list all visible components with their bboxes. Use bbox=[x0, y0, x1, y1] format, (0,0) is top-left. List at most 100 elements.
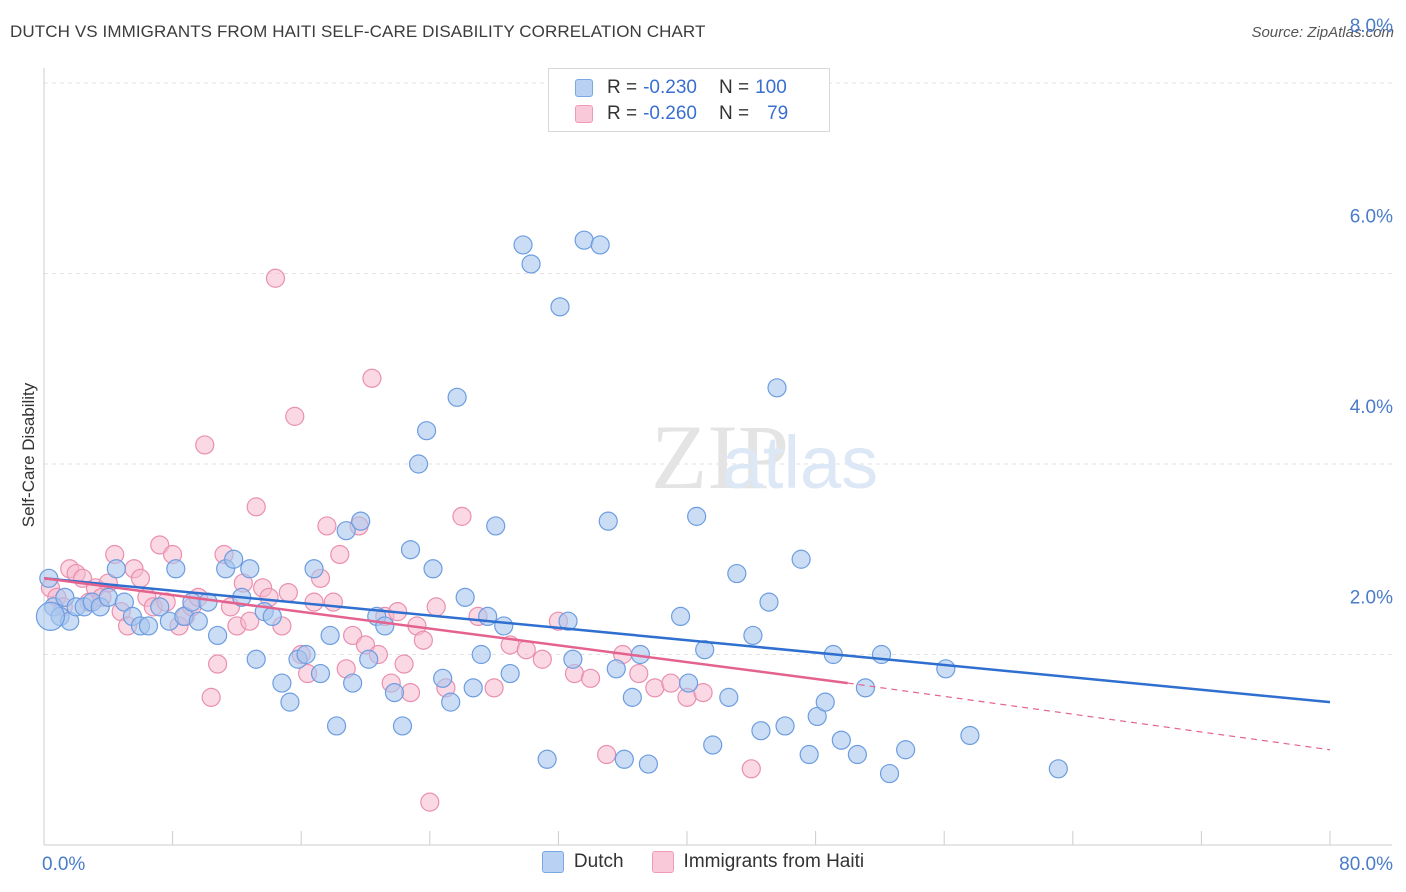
haiti-trend-line bbox=[43, 577, 848, 685]
legend-swatch-haiti bbox=[575, 105, 593, 123]
haiti-trend-extension bbox=[847, 682, 1331, 751]
dutch-point bbox=[500, 663, 520, 684]
dutch-point bbox=[166, 559, 186, 579]
dutch-point bbox=[304, 559, 324, 579]
haiti-point bbox=[400, 682, 421, 703]
chart-title: DUTCH VS IMMIGRANTS FROM HAITI SELF-CARE… bbox=[10, 22, 706, 41]
dutch-point bbox=[590, 235, 610, 255]
haiti-point bbox=[265, 268, 286, 288]
dutch-point bbox=[767, 378, 787, 398]
source-label: Source: ZipAtlas.com bbox=[1251, 24, 1394, 41]
dutch-point bbox=[455, 587, 475, 607]
haiti-point bbox=[452, 506, 472, 526]
haiti-point bbox=[362, 368, 382, 388]
haiti-point bbox=[278, 582, 298, 603]
dutch-point bbox=[416, 421, 437, 441]
dutch-point bbox=[936, 659, 956, 679]
haiti-point bbox=[240, 611, 260, 631]
haiti-point bbox=[741, 759, 761, 779]
haiti-point bbox=[323, 592, 343, 612]
legend-r-label: R = bbox=[607, 77, 638, 98]
haiti-point bbox=[304, 592, 324, 612]
dutch-point bbox=[188, 611, 208, 631]
bottom-legend: Dutch Immigrants from Haiti bbox=[0, 851, 1406, 873]
dutch-point bbox=[447, 387, 467, 407]
bottom-legend-label-dutch: Dutch bbox=[573, 851, 624, 872]
y-tick-label: 6.0% bbox=[1350, 207, 1393, 228]
haiti-point bbox=[629, 663, 649, 684]
bottom-legend-label-haiti: Immigrants from Haiti bbox=[683, 851, 865, 872]
legend-r-label: R = bbox=[607, 103, 638, 124]
haiti-point bbox=[343, 625, 363, 646]
dutch-point bbox=[879, 763, 900, 784]
legend-r-value: -0.260 bbox=[643, 103, 697, 124]
dutch-point bbox=[392, 716, 413, 736]
dutch-trend-line bbox=[43, 577, 1331, 704]
dutch-point bbox=[703, 735, 723, 755]
haiti-point bbox=[150, 535, 170, 555]
dutch-point bbox=[494, 616, 514, 636]
dutch-point bbox=[670, 606, 691, 627]
haiti-point bbox=[661, 673, 681, 693]
y-tick-label: 2.0% bbox=[1350, 588, 1393, 609]
dutch-point bbox=[855, 678, 876, 698]
dutch-point bbox=[423, 559, 443, 579]
dutch-point bbox=[326, 716, 347, 736]
tick-labels: 2.0% 4.0% 6.0% 8.0% 0.0% 80.0% bbox=[42, 16, 1393, 875]
haiti-point bbox=[317, 516, 337, 536]
x-tick-label: 0.0% bbox=[42, 854, 85, 875]
legend-n-value: 100 bbox=[755, 77, 787, 98]
dutch-point bbox=[807, 706, 827, 727]
haiti-point bbox=[394, 654, 414, 674]
dutch-point bbox=[463, 678, 483, 698]
dutch-point bbox=[240, 559, 260, 579]
haiti-point bbox=[420, 792, 440, 812]
haiti-point bbox=[246, 497, 266, 517]
haiti-point bbox=[195, 435, 215, 455]
dutch-point bbox=[272, 673, 292, 693]
dutch-point bbox=[550, 297, 570, 317]
bottom-legend-swatch-dutch bbox=[541, 851, 564, 873]
dutch-point bbox=[138, 616, 159, 636]
legend-row-haiti: R = -0.260 N = 79 bbox=[575, 102, 788, 126]
dutch-point bbox=[106, 559, 126, 579]
legend-swatch-dutch bbox=[575, 79, 593, 97]
dutch-point bbox=[791, 549, 811, 569]
dutch-point bbox=[638, 754, 659, 774]
dutch-point bbox=[336, 521, 356, 541]
dutch-point bbox=[598, 511, 618, 531]
y-tick-label: 4.0% bbox=[1350, 397, 1393, 418]
dutch-point bbox=[359, 649, 379, 669]
dutch-point bbox=[622, 687, 642, 707]
watermark-zip: ZIP bbox=[651, 406, 789, 508]
x-tick-label: 80.0% bbox=[1339, 854, 1393, 875]
haiti-point bbox=[413, 630, 433, 650]
dutch-point bbox=[246, 649, 266, 669]
dutch-point bbox=[537, 749, 557, 769]
haiti-point bbox=[693, 682, 713, 703]
dutch-point bbox=[799, 744, 819, 765]
dutch-point bbox=[320, 625, 340, 646]
legend-n-label: N = bbox=[718, 77, 750, 98]
haiti-point bbox=[426, 597, 446, 617]
dutch-point bbox=[375, 616, 395, 636]
bottom-legend-swatch-haiti bbox=[651, 851, 674, 873]
dutch-point bbox=[150, 597, 170, 617]
dutch-point bbox=[614, 749, 634, 769]
dutch-point bbox=[1048, 759, 1068, 779]
dutch-point bbox=[743, 625, 763, 646]
haiti-point bbox=[597, 744, 617, 765]
haiti-point bbox=[580, 668, 601, 688]
dutch-point bbox=[815, 692, 835, 712]
dutch-point bbox=[351, 511, 371, 531]
dutch-point bbox=[280, 692, 300, 712]
axes bbox=[43, 68, 1392, 846]
dutch-point bbox=[441, 692, 461, 712]
legend-r-value: -0.230 bbox=[643, 77, 697, 98]
dutch-point bbox=[687, 506, 707, 526]
dutch-point bbox=[775, 716, 795, 736]
dutch-point bbox=[310, 663, 331, 684]
dutch-point bbox=[558, 611, 578, 631]
dutch-point bbox=[759, 592, 779, 612]
